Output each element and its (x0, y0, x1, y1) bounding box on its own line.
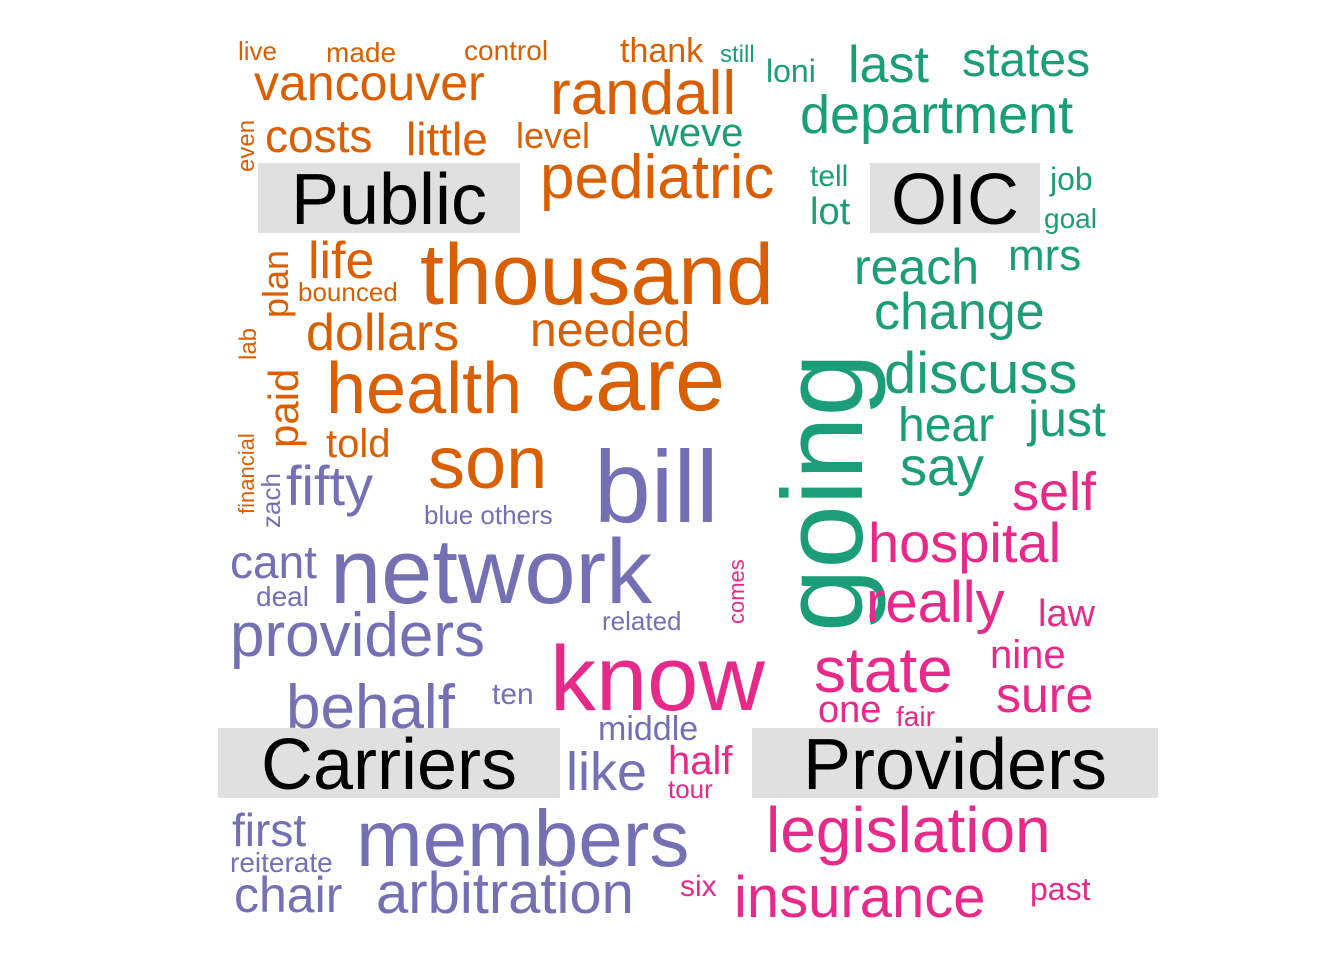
word-past: past (1030, 871, 1091, 907)
word-really: really (866, 570, 1005, 635)
word-sure: sure (996, 667, 1093, 723)
word-told: told (326, 422, 391, 466)
word-plan: plan (255, 250, 296, 318)
word-hospital: hospital (868, 511, 1061, 574)
word-just: just (1026, 391, 1106, 447)
group-label-box (218, 728, 560, 798)
word-care: care (550, 330, 725, 430)
word-department: department (800, 85, 1073, 145)
word-nine: nine (990, 633, 1066, 677)
word-state: state (814, 634, 953, 706)
word-know: know (550, 628, 765, 730)
word-costs: costs (265, 110, 372, 162)
word-cant: cant (230, 536, 317, 588)
word-members: members (356, 794, 689, 883)
word-dollars: dollars (306, 304, 459, 362)
word-weve: weve (649, 111, 743, 155)
word-self: self (1012, 462, 1097, 522)
word-still: still (720, 41, 755, 68)
word-discuss: discuss (884, 341, 1077, 406)
word-tell: tell (810, 160, 848, 193)
word-network: network (330, 521, 653, 623)
word-control: control (464, 35, 548, 66)
word-thank: thank (620, 32, 704, 70)
word-reiterate: reiterate (230, 847, 333, 878)
word-vancouver: vancouver (254, 55, 485, 111)
word-tour: tour (668, 774, 713, 804)
word-bounced: bounced (298, 277, 398, 307)
word-one: one (818, 689, 881, 731)
word-law: law (1038, 593, 1096, 635)
word-like: like (566, 742, 647, 802)
word-states: states (962, 34, 1090, 87)
word-lot: lot (810, 191, 851, 233)
word-behalf: behalf (286, 673, 456, 742)
word-little: little (406, 113, 488, 165)
cloud-words: live made control thank vancouver randall even… (230, 32, 1106, 930)
word-randall: randall (550, 59, 736, 128)
word-legislation: legislation (766, 794, 1051, 866)
group-label-text: Carriers (261, 725, 517, 805)
word-chair: chair (234, 867, 342, 923)
word-change: change (874, 283, 1045, 341)
word-even: even (233, 120, 260, 172)
group-label-providers: Providers (752, 725, 1158, 805)
word-needed: needed (530, 304, 690, 357)
word-loni: loni (766, 53, 816, 89)
group-labels: Public OIC Carriers Providers (218, 160, 1158, 805)
word-deal: deal (256, 581, 309, 612)
word-goal: goal (1044, 203, 1097, 234)
group-label-text: Public (291, 160, 487, 240)
word-bill: bill (594, 430, 719, 544)
word-blue-others: blue others (424, 500, 553, 530)
word-six: six (680, 870, 717, 903)
group-label-oic: OIC (870, 160, 1040, 240)
word-fair: fair (896, 701, 935, 732)
group-label-box (870, 163, 1040, 233)
word-thousand: thousand (420, 227, 774, 323)
word-zach: zach (256, 473, 286, 528)
word-going: going (760, 353, 887, 632)
word-ten: ten (492, 678, 534, 711)
word-pediatric: pediatric (540, 143, 774, 212)
word-paid: paid (260, 369, 307, 448)
word-life: life (308, 232, 374, 290)
word-last: last (848, 36, 929, 94)
word-arbitration: arbitration (376, 861, 634, 926)
group-label-public: Public (258, 160, 520, 240)
word-made: made (326, 37, 396, 68)
word-son: son (428, 421, 547, 504)
word-related: related (602, 606, 682, 636)
word-mrs: mrs (1008, 231, 1081, 280)
word-level: level (516, 115, 590, 156)
group-label-text: OIC (891, 160, 1019, 240)
word-fifty: fifty (286, 454, 373, 517)
group-label-text: Providers (803, 725, 1107, 805)
word-providers: providers (230, 601, 485, 670)
word-financial: financial (234, 433, 259, 514)
word-half: half (668, 739, 733, 783)
word-first: first (232, 804, 306, 856)
word-lab: lab (235, 328, 262, 360)
group-label-box (258, 163, 520, 233)
group-label-carriers: Carriers (218, 725, 560, 805)
word-comes: comes (724, 559, 749, 624)
word-insurance: insurance (734, 865, 985, 930)
word-job: job (1049, 161, 1093, 197)
word-middle: middle (598, 710, 698, 748)
word-health: health (326, 349, 522, 429)
word-live: live (238, 36, 277, 66)
word-hear: hear (898, 399, 994, 452)
group-label-box (752, 728, 1158, 798)
word-reach: reach (854, 239, 979, 295)
word-say: say (900, 437, 984, 497)
